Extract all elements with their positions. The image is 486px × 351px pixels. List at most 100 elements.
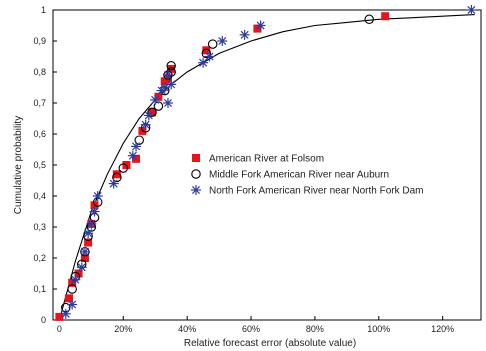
series-3-point	[79, 246, 90, 257]
asterisk-stroke	[109, 179, 118, 188]
asterisk-stroke	[167, 80, 176, 89]
legend-marker-3	[191, 185, 201, 195]
square-marker	[84, 238, 93, 247]
series-3-point	[108, 178, 119, 189]
series-1-point	[112, 170, 121, 179]
series-1-point	[167, 64, 176, 73]
series-3-points	[60, 5, 477, 319]
series-2-point	[134, 135, 144, 145]
series-2-point	[67, 284, 77, 294]
series-2-point	[112, 172, 122, 183]
square-marker	[64, 294, 73, 303]
legend-marker-2	[191, 169, 201, 179]
series-3-point	[67, 299, 78, 310]
series-3-point	[162, 98, 173, 108]
series-3-point	[143, 110, 154, 121]
y-tick-label: 0,5	[33, 160, 46, 170]
series-1-point	[80, 254, 89, 262]
series-2-point	[166, 61, 176, 71]
legend-label-2: Middle Fork American River near Auburn	[209, 170, 389, 181]
series-3-point	[140, 119, 151, 130]
asterisk-stroke	[160, 83, 169, 92]
series-1-point	[64, 294, 73, 303]
legend: American River at Folsom Middle Fork Amer…	[191, 154, 424, 197]
series-1-point	[84, 238, 93, 247]
asterisk-stroke	[144, 111, 153, 120]
fitted-curve-line	[58, 14, 475, 321]
series-3-point	[92, 191, 103, 201]
legend-label-3: North Fork American River near North For…	[209, 186, 424, 197]
series-3-point	[466, 5, 477, 15]
series-2-point	[201, 48, 212, 59]
data-points-layer	[55, 5, 477, 321]
series-2-point	[153, 101, 164, 111]
asterisk-stroke	[93, 191, 102, 201]
asterisk-stroke	[132, 142, 141, 151]
x-tick-label: 80%	[306, 324, 324, 334]
series-3-point	[76, 262, 87, 273]
asterisk-stroke	[151, 95, 160, 104]
asterisk-stroke	[84, 229, 93, 238]
asterisk-stroke	[191, 185, 201, 195]
y-tick-label: 0,3	[33, 222, 46, 232]
series-3-point	[89, 206, 100, 217]
y-axis-label: Cumulative probability	[13, 116, 24, 214]
asterisk-stroke	[163, 98, 173, 108]
series-3-point	[70, 274, 81, 285]
x-tick-label: 20%	[114, 324, 132, 334]
asterisk-stroke	[90, 207, 99, 216]
square-marker	[381, 12, 390, 21]
y-axis: 0 0,1 0,2 0,3 0,4 0,5 0,6 0,7 0,8 0,9 1	[33, 5, 57, 325]
series-1-point	[202, 46, 211, 55]
series-3-point	[198, 57, 209, 68]
asterisk-stroke	[141, 120, 150, 129]
y-tick-label: 0,4	[33, 191, 46, 201]
asterisk-stroke	[77, 263, 86, 272]
series-3-point	[127, 150, 138, 161]
fitted-curve-layer	[58, 14, 475, 321]
series-2-point	[166, 67, 176, 77]
square-marker	[112, 170, 121, 179]
y-tick-label: 0,7	[33, 98, 46, 108]
asterisk-stroke	[80, 247, 89, 256]
asterisk-stroke	[256, 21, 265, 30]
series-3-point	[60, 308, 71, 319]
x-axis: 0 20% 40% 60% 80% 100% 120%	[57, 316, 454, 334]
series-2-point	[118, 163, 129, 173]
series-3-point	[162, 70, 173, 81]
asterisk-stroke	[218, 36, 227, 46]
series-3-point	[83, 228, 94, 239]
series-3-point	[131, 141, 142, 152]
series-3-point	[204, 51, 215, 62]
series-3-point	[217, 36, 228, 46]
square-marker	[192, 154, 200, 162]
legend-marker-1	[192, 154, 200, 162]
series-2-point	[364, 14, 374, 25]
series-2-point	[147, 107, 157, 118]
series-2-point	[207, 39, 218, 49]
x-tick-label: 40%	[178, 324, 196, 334]
y-tick-label: 1	[41, 5, 46, 15]
x-tick-label: 0	[57, 324, 62, 334]
square-marker	[80, 254, 89, 262]
plot-frame	[52, 9, 482, 321]
legend-label-1: American River at Folsom	[209, 154, 324, 165]
asterisk-stroke	[128, 151, 137, 160]
asterisk-stroke	[205, 52, 214, 61]
series-1-point	[55, 312, 64, 321]
y-tick-label: 0,1	[33, 284, 46, 294]
series-1-point	[381, 12, 390, 21]
series-1-points	[55, 12, 390, 321]
x-axis-label: Relative forecast error (absolute value)	[184, 338, 356, 349]
asterisk-stroke	[87, 219, 96, 228]
y-tick-label: 0,9	[33, 36, 46, 46]
x-tick-label: 60%	[242, 324, 260, 334]
square-marker	[55, 312, 64, 321]
y-tick-label: 0,8	[33, 67, 46, 77]
asterisk-stroke	[163, 71, 173, 80]
series-3-point	[255, 20, 266, 31]
x-tick-label: 100%	[367, 324, 390, 334]
square-marker	[167, 64, 176, 73]
square-marker	[202, 46, 211, 55]
